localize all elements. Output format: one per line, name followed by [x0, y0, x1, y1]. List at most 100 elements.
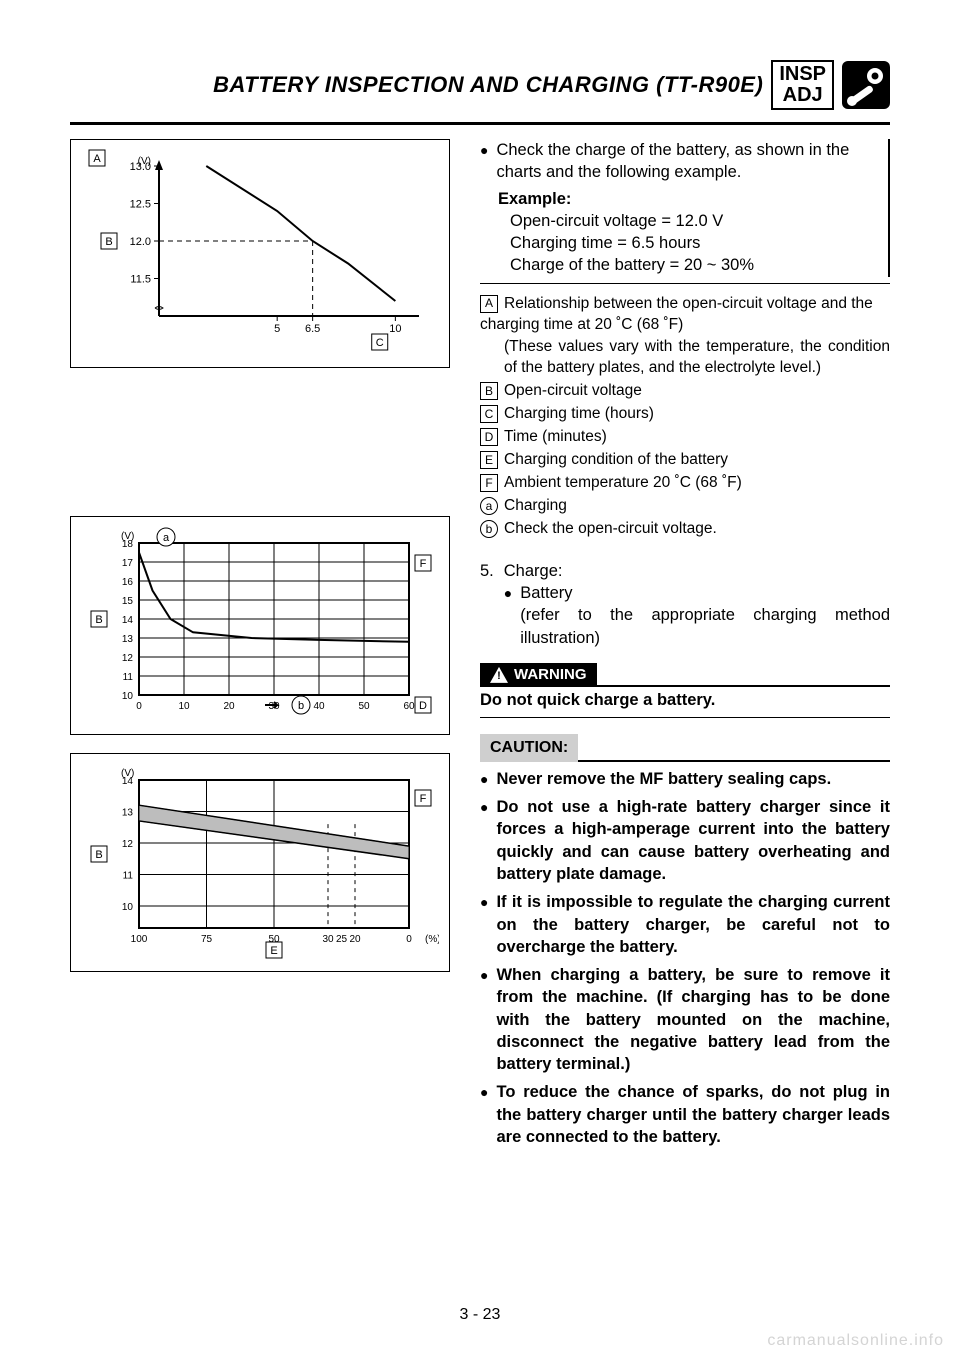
legend-b: Open-circuit voltage — [504, 382, 642, 399]
example-l2: Charging time = 6.5 hours — [510, 232, 878, 254]
warning-triangle-icon: ! — [490, 667, 508, 683]
svg-text:17: 17 — [122, 558, 134, 569]
caution-4: When charging a battery, be sure to remo… — [496, 964, 890, 1075]
warning-line — [597, 663, 891, 687]
step-5-text: Charge: — [504, 560, 890, 582]
svg-text:10: 10 — [389, 323, 401, 335]
example-label: Example: — [498, 188, 878, 210]
bullet-icon: ● — [480, 796, 488, 885]
rule-1 — [480, 283, 890, 284]
warning-badge: ! WARNING — [480, 663, 597, 687]
svg-text:60: 60 — [403, 701, 415, 712]
svg-text:C: C — [376, 337, 384, 349]
caution-5: To reduce the chance of sparks, do not p… — [496, 1081, 890, 1148]
right-column: ● Check the charge of the battery, as sh… — [480, 139, 890, 1154]
caution-2: Do not use a high-rate battery charger s… — [496, 796, 890, 885]
key-a: A — [480, 295, 498, 313]
bullet-icon: ● — [480, 964, 488, 1075]
svg-text:5: 5 — [274, 323, 280, 335]
legend-list: ARelationship between the open-circuit v… — [480, 294, 890, 540]
step-5: 5. Charge: ● Battery (refer to the appro… — [480, 560, 890, 653]
bullet-icon: ● — [480, 1081, 488, 1148]
chart-b: 1817161514131211100102030405060(V)BFDab — [79, 523, 439, 723]
warning-text: Do not quick charge a battery. — [480, 689, 890, 711]
svg-text:40: 40 — [313, 701, 325, 712]
svg-text:16: 16 — [122, 577, 134, 588]
svg-text:E: E — [270, 945, 277, 957]
svg-text:0: 0 — [406, 934, 412, 945]
tool-icon — [842, 61, 890, 109]
svg-text:15: 15 — [122, 596, 134, 607]
key-b: B — [480, 382, 498, 400]
chart-a-frame: 13.012.512.011.5(V)56.510ABC — [70, 139, 450, 368]
legend-cb: Check the open-circuit voltage. — [504, 520, 717, 537]
svg-text:75: 75 — [201, 934, 213, 945]
key-c: C — [480, 405, 498, 423]
svg-text:12.5: 12.5 — [130, 199, 151, 211]
svg-text:12.0: 12.0 — [130, 236, 151, 248]
caution-line — [578, 734, 890, 762]
chart-b-frame: 1817161514131211100102030405060(V)BFDab — [70, 516, 450, 735]
svg-text:11: 11 — [123, 870, 134, 881]
key-d: D — [480, 428, 498, 446]
svg-text:D: D — [419, 700, 427, 712]
bullet-icon: ● — [480, 768, 488, 790]
legend-f: Ambient temperature 20 ˚C (68 ˚F) — [504, 474, 742, 491]
bullet-icon: ● — [480, 891, 488, 958]
legend-c: Charging time (hours) — [504, 405, 654, 422]
svg-text:F: F — [420, 558, 427, 570]
svg-text:a: a — [163, 532, 170, 544]
svg-text:10: 10 — [122, 691, 134, 702]
svg-text:b: b — [298, 700, 304, 712]
key-f: F — [480, 474, 498, 492]
header-rule — [70, 122, 890, 125]
rule-2 — [480, 717, 890, 718]
svg-text:A: A — [93, 153, 101, 165]
left-column: 13.012.512.011.5(V)56.510ABC 18171615141… — [70, 139, 450, 1154]
page-number: 3 - 23 — [0, 1306, 960, 1324]
legend-a: Relationship between the open-circuit vo… — [480, 295, 873, 333]
svg-text:14: 14 — [122, 615, 134, 626]
example-l1: Open-circuit voltage = 12.0 V — [510, 210, 878, 232]
check-text: Check the charge of the battery, as show… — [496, 139, 878, 184]
svg-text:20: 20 — [223, 701, 235, 712]
svg-text:100: 100 — [131, 934, 148, 945]
caution-badge: CAUTION: — [480, 734, 578, 762]
legend-ca: Charging — [504, 497, 567, 514]
svg-text:B: B — [105, 236, 112, 248]
svg-text:6.5: 6.5 — [305, 323, 320, 335]
legend-e: Charging condition of the battery — [504, 451, 728, 468]
step-5-num: 5. — [480, 560, 494, 653]
bullet-icon: ● — [480, 139, 488, 184]
svg-text:25: 25 — [336, 934, 348, 945]
svg-text:B: B — [95, 614, 102, 626]
caution-list: ● Never remove the MF battery sealing cap… — [480, 768, 890, 1148]
svg-text:20: 20 — [349, 934, 361, 945]
svg-text:50: 50 — [358, 701, 370, 712]
svg-text:10: 10 — [122, 902, 134, 913]
example-l3: Charge of the battery = 20 ~ 30% — [510, 254, 878, 276]
key-b-circle: b — [480, 520, 498, 538]
svg-text:0: 0 — [136, 701, 142, 712]
step5-b1: Battery — [520, 582, 890, 604]
svg-text:(V): (V) — [121, 768, 134, 779]
step5-b1-sub: (refer to the appropriate charging metho… — [520, 604, 890, 649]
adj-label: ADJ — [783, 85, 823, 106]
legend-a-sub: (These values vary with the temperature,… — [504, 337, 890, 379]
insp-label: INSP — [779, 64, 826, 85]
svg-text:(%): (%) — [425, 934, 439, 945]
svg-text:11: 11 — [123, 672, 134, 683]
chart-c: 141312111010075503025200(%)(V)BFE — [79, 760, 439, 960]
caution-row: CAUTION: — [480, 734, 890, 762]
svg-text:10: 10 — [178, 701, 190, 712]
example-wrap: ● Check the charge of the battery, as sh… — [480, 139, 890, 277]
section-badge: INSP ADJ — [771, 60, 834, 110]
chart-c-frame: 141312111010075503025200(%)(V)BFE — [70, 753, 450, 972]
caution-3: If it is impossible to regulate the char… — [496, 891, 890, 958]
svg-text:F: F — [420, 793, 427, 805]
caution-1: Never remove the MF battery sealing caps… — [496, 768, 831, 790]
svg-text:(V): (V) — [121, 531, 134, 542]
warning-row: ! WARNING — [480, 663, 890, 687]
chart-a: 13.012.512.011.5(V)56.510ABC — [79, 146, 439, 356]
key-a-circle: a — [480, 497, 498, 515]
